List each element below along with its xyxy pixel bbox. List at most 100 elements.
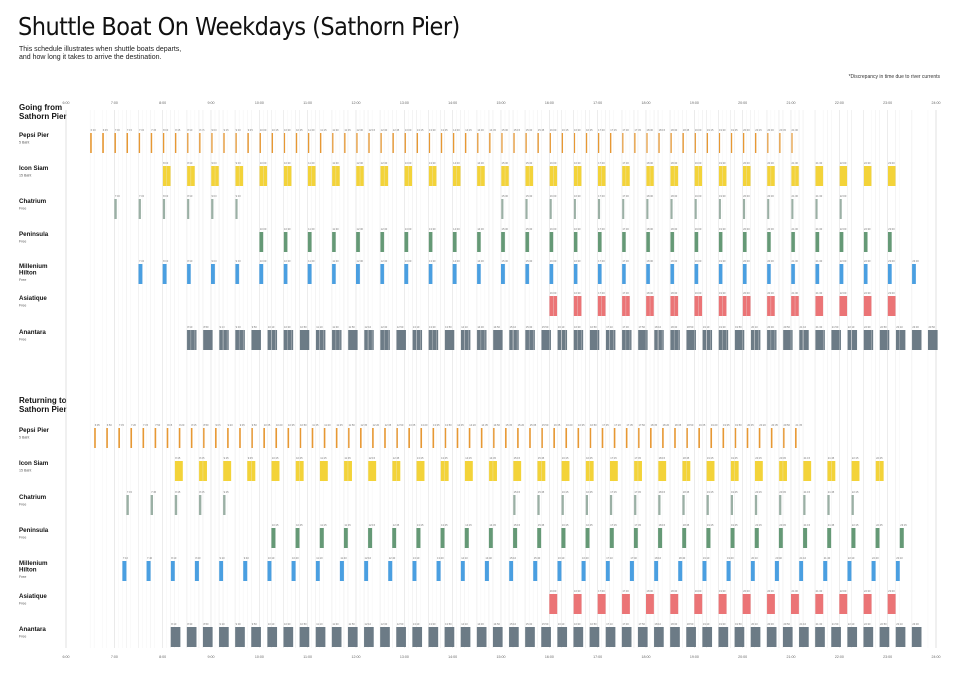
time-tick-label-top: 9:00 [208, 101, 215, 105]
departure-bar [525, 133, 527, 153]
departure-time-label: 11:15 [320, 523, 327, 527]
departure-bar [750, 330, 761, 350]
departure-bar [452, 232, 457, 252]
time-tick-label-top: 17:00 [593, 101, 602, 105]
departure-time-label: 21:30 [816, 325, 823, 329]
departure-bar [259, 232, 264, 252]
departure-time-label: 13:10 [413, 622, 420, 626]
departure-bar [263, 428, 265, 448]
departure-time-label: 9:30 [236, 128, 242, 132]
departure-time-label: 10:50 [300, 622, 307, 626]
departure-bar [637, 428, 640, 448]
departure-time-label: 8:50 [203, 622, 209, 626]
departure-bar [895, 561, 900, 581]
departure-time-label: 7:10 [123, 556, 129, 560]
departure-bar [706, 133, 709, 153]
departure-bar [633, 133, 636, 153]
departure-bar [525, 232, 530, 252]
departure-time-label: 16:50 [590, 325, 597, 329]
departure-bar [392, 133, 394, 153]
departure-bar [561, 461, 570, 481]
departure-time-label: 23:30 [912, 325, 919, 329]
row-fare: 5 Baht [19, 436, 29, 440]
departure-bar [573, 627, 584, 647]
departure-bar [718, 133, 721, 153]
departure-bar [734, 428, 737, 448]
departure-bar [911, 627, 922, 647]
departure-time-label: 22:00 [840, 259, 847, 263]
departure-bar [501, 199, 504, 219]
departure-bar [670, 627, 680, 647]
time-tick-label-bottom: 16:00 [545, 655, 554, 659]
departure-time-label: 15:10 [510, 556, 517, 560]
departure-time-label: 17:00 [598, 589, 605, 593]
departure-bar [782, 627, 793, 647]
departure-time-label: 8:45 [199, 128, 205, 132]
row-label: Millenium [19, 560, 48, 567]
departure-bar [488, 528, 493, 548]
departure-time-label: 18:30 [671, 622, 678, 626]
departure-bar [730, 133, 733, 153]
departure-time-label: 9:10 [220, 622, 226, 626]
departure-bar [440, 133, 443, 153]
departure-bar [251, 627, 261, 647]
row-label: Hilton [19, 270, 37, 277]
departure-bar [142, 428, 145, 448]
departure-time-label: 8:30 [187, 259, 193, 263]
row-fare: Free [19, 338, 26, 342]
departure-time-label: 20:00 [743, 589, 750, 593]
departure-time-label: 8:05 [167, 423, 173, 427]
departure-bar [742, 133, 745, 153]
departure-bar [678, 561, 683, 581]
departure-time-label: 18:50 [687, 423, 694, 427]
departure-bar [827, 528, 832, 548]
row-label: Asiatique [19, 593, 47, 600]
departure-bar [198, 495, 202, 515]
departure-bar [778, 528, 783, 548]
departure-time-label: 13:50 [445, 325, 452, 329]
departure-bar [589, 627, 600, 647]
departure-time-label: 22:50 [880, 325, 887, 329]
departure-bar [573, 330, 584, 350]
row-fare: Free [19, 602, 26, 606]
departure-time-label: 13:15 [417, 523, 424, 527]
departure-bar [396, 627, 406, 647]
departure-bar [315, 561, 320, 581]
departure-bar [706, 495, 709, 515]
departure-bar [90, 133, 92, 153]
departure-bar [416, 528, 421, 548]
departure-bar [654, 627, 664, 647]
departure-bar [670, 330, 680, 350]
departure-bar [815, 264, 820, 284]
departure-time-label: 19:10 [703, 556, 710, 560]
row-fare: Free [19, 536, 26, 540]
departure-time-label: 20:15 [755, 490, 762, 494]
departure-bar [658, 133, 660, 153]
departure-bar [464, 133, 467, 153]
departure-bar [130, 428, 133, 448]
departure-time-label: 10:40 [292, 556, 299, 560]
departure-time-label: 21:10 [800, 622, 807, 626]
departure-time-label: 17:15 [610, 490, 617, 494]
departure-bar [186, 627, 197, 647]
departure-bar [682, 495, 685, 515]
departure-time-label: 17:15 [610, 523, 617, 527]
departure-bar [247, 133, 249, 153]
departure-bar [335, 428, 338, 448]
departure-bar [718, 264, 723, 284]
departure-time-label: 19:30 [719, 622, 726, 626]
departure-time-label: 17:30 [622, 622, 629, 626]
departure-time-label: 14:20 [469, 423, 476, 427]
departure-bar [404, 264, 409, 284]
departure-bar [702, 330, 713, 350]
departure-bar [726, 561, 731, 581]
departure-bar [299, 627, 310, 647]
time-tick-label-top: 16:00 [545, 101, 554, 105]
departure-bar [718, 627, 729, 647]
departure-time-label: 21:15 [804, 490, 811, 494]
departure-time-label: 15:10 [510, 622, 517, 626]
departure-time-label: 15:15 [514, 523, 521, 527]
departure-bar [851, 495, 854, 515]
departure-bar [557, 561, 562, 581]
departure-bar [275, 428, 278, 448]
